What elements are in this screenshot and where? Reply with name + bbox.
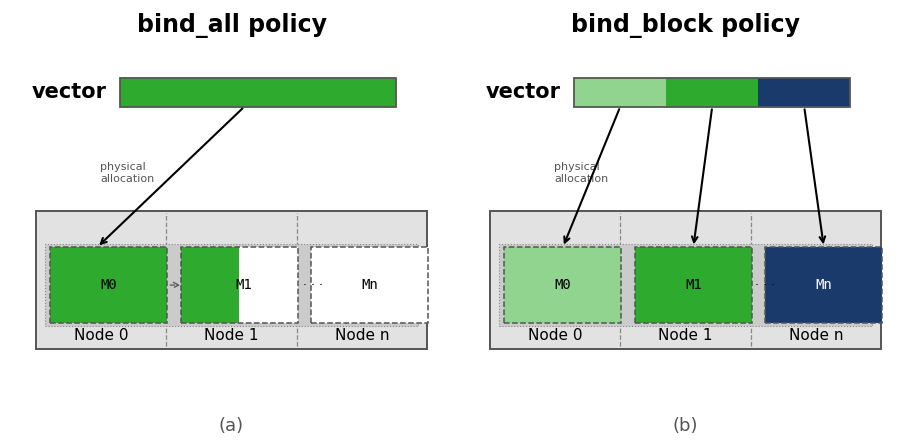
Bar [311, 247, 429, 323]
Text: Node 1: Node 1 [204, 328, 259, 343]
Bar [181, 247, 298, 323]
Text: M1: M1 [685, 278, 702, 292]
Text: Node 0: Node 0 [74, 328, 128, 343]
Text: vector: vector [32, 82, 107, 102]
Text: Mn: Mn [815, 278, 833, 292]
Bar [504, 247, 621, 323]
Text: (a): (a) [219, 417, 244, 435]
Bar [44, 244, 419, 326]
Text: Node 0: Node 0 [528, 328, 582, 343]
Text: bind_all policy: bind_all policy [136, 13, 327, 38]
Bar [240, 247, 298, 323]
Text: physical
allocation: physical allocation [554, 162, 608, 184]
Bar [181, 247, 240, 323]
Text: physical
allocation: physical allocation [100, 162, 154, 184]
Text: Node n: Node n [335, 328, 390, 343]
Text: Node 1: Node 1 [658, 328, 713, 343]
Bar [489, 211, 882, 349]
Text: Node n: Node n [789, 328, 844, 343]
Text: bind_block policy: bind_block policy [571, 13, 800, 38]
Text: · · ·: · · · [303, 278, 323, 292]
Text: M1: M1 [235, 278, 252, 292]
Text: M0: M0 [101, 278, 117, 292]
Bar [574, 78, 850, 107]
Text: (b): (b) [673, 417, 698, 435]
Text: vector: vector [486, 82, 561, 102]
Text: · · ·: · · · [755, 278, 775, 292]
Bar [574, 78, 666, 107]
Bar [765, 247, 883, 323]
Bar [635, 247, 752, 323]
Bar [498, 244, 873, 326]
Bar [758, 78, 850, 107]
Text: M0: M0 [555, 278, 571, 292]
Text: Mn: Mn [361, 278, 379, 292]
Bar [121, 78, 396, 107]
Bar [35, 211, 428, 349]
Bar [666, 78, 758, 107]
Bar [50, 247, 167, 323]
